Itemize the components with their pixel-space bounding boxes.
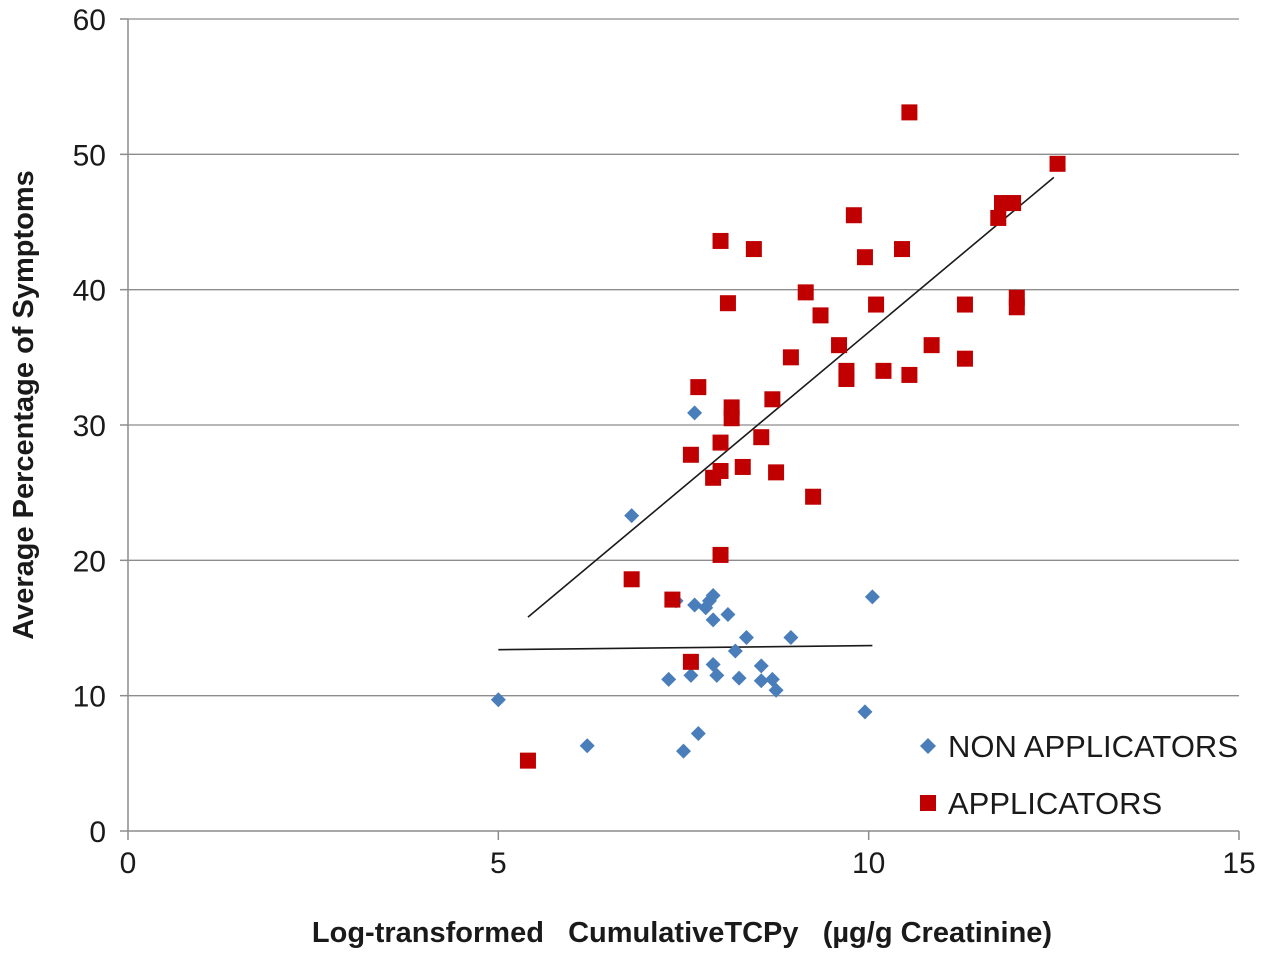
non-applicator-point — [738, 629, 754, 645]
applicator-point — [723, 410, 740, 427]
applicator-point — [519, 752, 536, 769]
non-applicator-point — [709, 667, 725, 683]
legend-label: APPLICATORS — [948, 786, 1162, 821]
non-applicator-point — [490, 692, 506, 708]
x-tick-label: 15 — [1222, 847, 1255, 880]
y-tick-label: 10 — [73, 681, 106, 714]
x-axis-title: Log-transformed CumulativeTCPy (µg/g Cre… — [312, 917, 1052, 949]
applicator-point — [690, 379, 707, 396]
applicator-point — [712, 463, 729, 480]
applicator-point — [901, 366, 918, 383]
non-applicator-point — [661, 671, 677, 687]
non-applicator-point — [705, 612, 721, 628]
applicator-point — [734, 458, 751, 475]
x-tick-label: 10 — [852, 847, 885, 880]
applicator-point — [764, 391, 781, 408]
applicator-point — [712, 546, 729, 563]
applicator-point — [831, 337, 848, 354]
non-applicator-point — [727, 643, 743, 659]
applicator-point — [956, 296, 973, 313]
y-tick-label: 20 — [73, 545, 106, 578]
applicator-point — [805, 488, 822, 505]
non-applicator-point — [683, 667, 699, 683]
applicator-point — [768, 464, 785, 481]
applicator-point — [753, 429, 770, 446]
non-applicator-point — [720, 606, 736, 622]
applicator-point — [745, 241, 762, 258]
legend-marker-non-applicators — [920, 738, 936, 754]
applicator-point — [623, 571, 640, 588]
applicator-point — [1005, 195, 1022, 212]
non-applicator-point — [753, 673, 769, 689]
trendline-series-1 — [527, 176, 1055, 618]
applicator-point — [990, 209, 1007, 226]
applicator-point — [901, 104, 918, 121]
non-applicator-point — [705, 588, 721, 604]
x-tick-label: 5 — [490, 847, 507, 880]
applicator-point — [682, 653, 699, 670]
data-points — [490, 104, 1066, 769]
applicator-point — [664, 591, 681, 608]
applicator-point — [1049, 155, 1066, 172]
trendline-series-0 — [498, 644, 873, 651]
y-tick-label: 0 — [89, 816, 106, 849]
applicator-point — [845, 207, 862, 224]
y-tick-label: 30 — [73, 410, 106, 443]
applicator-point — [797, 284, 814, 301]
non-applicator-point — [857, 704, 873, 720]
non-applicator-point — [690, 726, 706, 742]
y-tick-label: 40 — [73, 275, 106, 308]
legend-marker-applicators — [920, 795, 936, 811]
non-applicator-point — [768, 682, 784, 698]
non-applicator-point — [687, 597, 703, 613]
applicator-point — [923, 337, 940, 354]
applicator-point — [719, 295, 736, 312]
applicator-point — [712, 434, 729, 451]
y-tick-label: 50 — [73, 139, 106, 172]
applicator-point — [782, 349, 799, 366]
non-applicator-point — [864, 589, 880, 605]
tick-labels: 0 10 20 30 40 50 60 0 5 10 15 — [73, 4, 1256, 880]
non-applicator-point — [731, 670, 747, 686]
non-applicator-point — [753, 658, 769, 674]
y-axis-title: Average Percentage of Symptoms — [8, 170, 40, 640]
axes — [120, 18, 1240, 840]
applicator-point — [856, 249, 873, 266]
y-tick-label: 60 — [73, 4, 106, 37]
non-applicator-point — [579, 738, 595, 754]
applicator-point — [868, 296, 885, 313]
applicator-point — [1008, 299, 1025, 316]
non-applicator-point — [624, 508, 640, 524]
trendlines — [498, 176, 1055, 651]
applicator-point — [712, 232, 729, 249]
x-tick-label: 0 — [120, 847, 137, 880]
applicator-point — [838, 370, 855, 387]
legend: NON APPLICATORS APPLICATORS — [920, 729, 1238, 821]
applicator-point — [682, 446, 699, 463]
applicator-point — [812, 307, 829, 324]
non-applicator-point — [687, 405, 703, 421]
non-applicator-point — [676, 743, 691, 759]
gridlines — [128, 18, 1239, 697]
non-applicator-point — [783, 629, 799, 645]
applicator-point — [875, 362, 892, 379]
legend-label: NON APPLICATORS — [948, 729, 1238, 764]
applicator-point — [956, 350, 973, 367]
applicator-point — [893, 241, 910, 258]
